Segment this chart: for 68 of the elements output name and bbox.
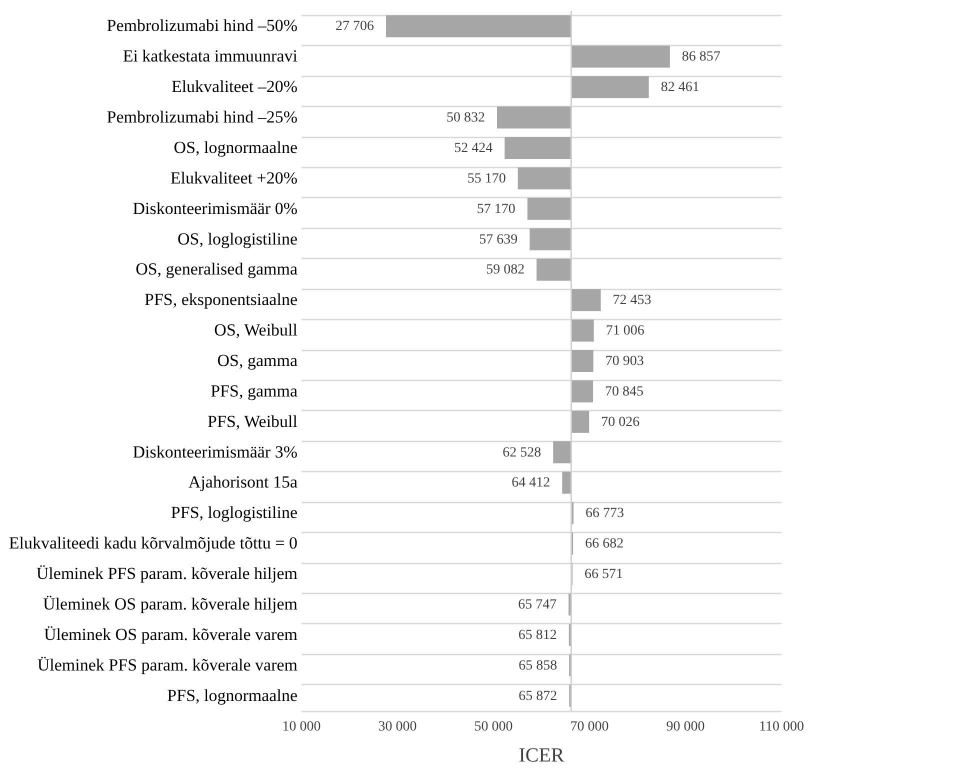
x-tick-label: 70 000 <box>570 720 609 734</box>
data-label: 70 903 <box>605 354 644 369</box>
y-tick-label: Elukvaliteedi kadu kõrvalmõjude tõttu = 0 <box>8 534 298 553</box>
bar <box>571 320 594 342</box>
bar <box>571 350 594 372</box>
x-tick-label: 50 000 <box>474 720 513 734</box>
y-tick-label: OS, gamma <box>217 351 298 370</box>
bar <box>536 258 572 281</box>
data-label: 27 706 <box>335 19 374 34</box>
data-label: 65 872 <box>518 688 558 704</box>
bar <box>530 228 572 250</box>
y-tick-label: PFS, gamma <box>210 381 298 400</box>
y-tick-label: Pembrolizumabi hind –25% <box>106 108 298 127</box>
data-label: 65 858 <box>518 658 558 674</box>
data-label: 66 571 <box>584 567 624 582</box>
y-tick-label: Ajahorisont 15a <box>188 472 298 492</box>
data-label: 72 453 <box>612 293 652 308</box>
bar <box>518 167 572 190</box>
bar <box>571 380 594 402</box>
bar <box>496 106 572 129</box>
data-label: 62 528 <box>502 445 542 460</box>
data-label: 50 832 <box>446 110 485 126</box>
data-label: 57 639 <box>479 232 518 248</box>
data-label: 65 747 <box>518 597 557 612</box>
data-label: 71 006 <box>606 324 644 339</box>
y-tick-label: OS, loglogistiline <box>178 229 298 248</box>
data-label: 70 026 <box>601 414 640 430</box>
bar <box>553 441 572 464</box>
bar <box>571 46 670 68</box>
bar <box>571 410 590 433</box>
data-label: 66 773 <box>586 506 624 522</box>
bar <box>386 15 572 38</box>
data-label: 59 082 <box>486 262 525 278</box>
bar <box>504 136 572 159</box>
y-tick-label: OS, generalised gamma <box>136 260 298 279</box>
y-tick-label: Elukvaliteet +20% <box>170 168 298 188</box>
y-tick-label: Üleminek PFS param. kõverale hiljem <box>36 564 298 584</box>
x-tick-label: 10 000 <box>282 720 321 734</box>
y-tick-label: Diskonteerimismäär 3% <box>132 442 298 462</box>
x-tick-label: 90 000 <box>666 720 705 734</box>
bar <box>571 289 601 312</box>
data-label: 55 170 <box>467 171 506 186</box>
y-tick-label: Üleminek OS param. kõverale hiljem <box>43 594 298 614</box>
y-tick-label: PFS, loglogistiline <box>170 503 298 522</box>
y-tick-label: PFS, eksponentsiaalne <box>144 290 298 310</box>
x-tick-label: 30 000 <box>378 720 417 734</box>
data-label: 57 170 <box>476 202 516 217</box>
data-label: 82 461 <box>660 80 700 96</box>
data-label: 66 682 <box>585 536 624 552</box>
y-tick-label: Elukvaliteet –20% <box>171 77 298 96</box>
x-tick-label: 110 000 <box>759 720 804 734</box>
y-tick-label: Üleminek OS param. kõverale varem <box>44 624 298 644</box>
y-tick-label: OS, Weibull <box>214 320 298 340</box>
data-label: 86 857 <box>682 50 720 65</box>
y-tick-label: Üleminek PFS param. kõverale varem <box>37 655 298 674</box>
y-tick-label: PFS, Weibull <box>208 412 298 431</box>
data-label: 70 845 <box>605 384 644 400</box>
y-tick-label: Diskonteerimismäär 0% <box>132 198 298 218</box>
data-label: 65 812 <box>518 628 557 643</box>
y-tick-label: OS, lognormaalne <box>174 138 298 157</box>
data-label: 64 412 <box>512 476 550 491</box>
data-label: 52 424 <box>454 140 493 156</box>
y-tick-label: Ei katkestata immuunravi <box>122 46 298 66</box>
x-axis-title: ICER <box>518 744 565 766</box>
bar <box>571 76 649 98</box>
y-tick-label: Pembrolizumabi hind –50% <box>106 16 298 36</box>
y-tick-label: PFS, lognormaalne <box>167 686 298 705</box>
bar <box>527 198 572 220</box>
